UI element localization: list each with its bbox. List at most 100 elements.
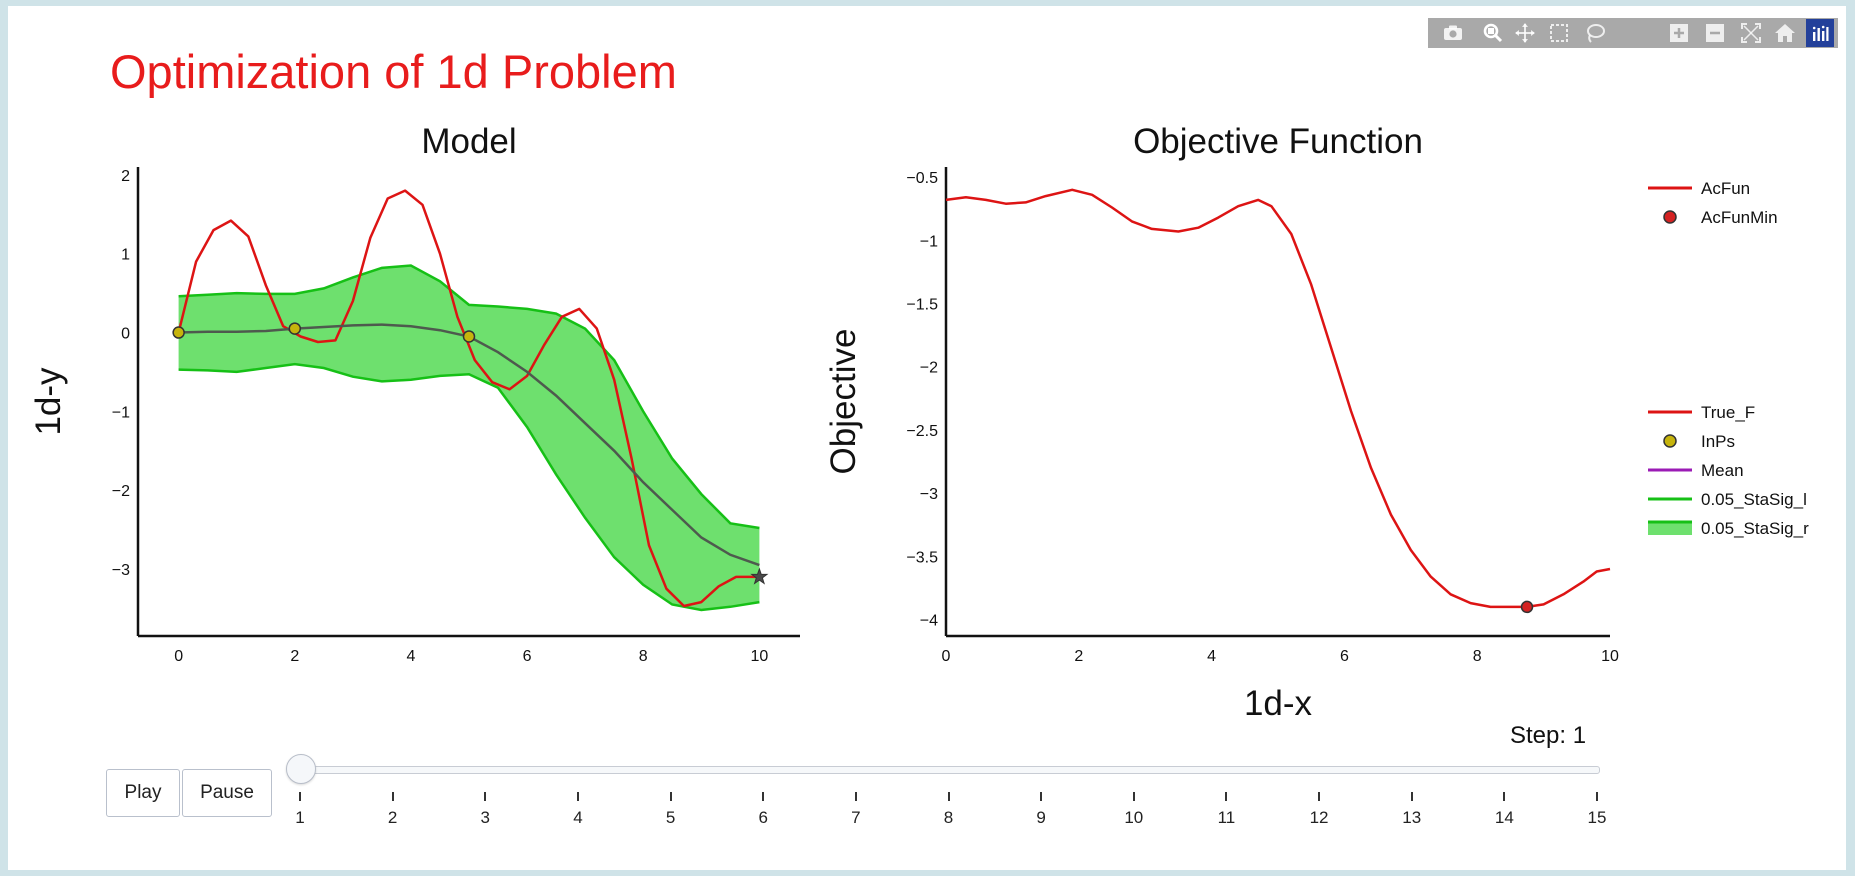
- band-upper-line: [178, 264, 760, 530]
- slider-tick-mark: [854, 792, 857, 801]
- legend-marker-swatch: [1663, 210, 1677, 224]
- legend-label: AcFunMin: [1701, 208, 1778, 227]
- y-tick-label: −2: [112, 483, 130, 500]
- x-tick-label: 2: [1074, 648, 1083, 665]
- legend-band-swatch: [1648, 521, 1692, 535]
- slider-rail[interactable]: [294, 766, 1600, 774]
- modebar: [1428, 18, 1838, 48]
- home-icon[interactable]: [1770, 18, 1800, 48]
- slider-tick-label[interactable]: 1: [295, 808, 305, 827]
- y-tick-label: −1.5: [906, 297, 938, 314]
- slider-tick-label[interactable]: 11: [1217, 808, 1236, 827]
- slider-tick-mark: [1225, 792, 1228, 801]
- legend-label: True_F: [1701, 403, 1755, 422]
- slider-tick-label[interactable]: 9: [1036, 808, 1046, 827]
- x-tick-label: 10: [750, 648, 768, 665]
- slider-tick-mark: [576, 792, 579, 801]
- slider-tick-label[interactable]: 3: [480, 808, 491, 827]
- inps-point: [172, 326, 185, 339]
- x-tick-label: 4: [1207, 648, 1216, 665]
- y-tick-label: 0: [121, 326, 130, 343]
- inps-point: [462, 330, 476, 343]
- step-prefix: Step:: [1510, 722, 1573, 749]
- slider-tick-mark: [299, 792, 301, 801]
- play-button[interactable]: Play: [106, 769, 180, 817]
- slider-tick-label[interactable]: 13: [1402, 808, 1422, 827]
- y-tick-label: −2.5: [906, 423, 938, 440]
- y-tick-label: 2: [121, 168, 130, 185]
- slider-tick-label[interactable]: 12: [1309, 808, 1329, 827]
- acfunmin-point: [1520, 600, 1534, 614]
- subplot-title: Model: [421, 122, 516, 161]
- zoom-in-icon[interactable]: [1664, 18, 1694, 48]
- page-title: Optimization of 1d Problem: [110, 45, 677, 98]
- true-f-line: [177, 189, 760, 608]
- pause-button[interactable]: Pause: [182, 769, 272, 817]
- legend-label: 0.05_StaSig_r: [1701, 519, 1809, 538]
- slider-tick-label[interactable]: 5: [665, 808, 676, 827]
- x-tick-label: 0: [942, 648, 951, 665]
- legend-label: 0.05_StaSig_l: [1701, 490, 1807, 509]
- slider-tick-label[interactable]: 2: [387, 808, 398, 827]
- slider-tick-mark: [1132, 792, 1135, 801]
- y-tick-label: −3.5: [906, 549, 938, 566]
- y-axis-label: Objective: [824, 329, 863, 475]
- slider-tick-label[interactable]: 4: [573, 808, 583, 827]
- slider-tick-mark: [1410, 792, 1413, 801]
- slider-tick-label[interactable]: 8: [943, 808, 954, 827]
- slider-tick-mark: [762, 792, 765, 801]
- slider-tick-label[interactable]: 15: [1587, 808, 1607, 827]
- plotly-logo-icon[interactable]: [1806, 19, 1834, 47]
- step-value: 1: [1572, 722, 1587, 749]
- slider-tick-mark: [669, 792, 672, 801]
- box-select-icon[interactable]: [1544, 18, 1574, 48]
- y-tick-label: −2: [920, 360, 938, 377]
- slider-tick-label[interactable]: 7: [851, 808, 861, 827]
- x-tick-label: 10: [1601, 648, 1619, 665]
- autoscale-icon[interactable]: [1736, 18, 1766, 48]
- y-tick-label: −1: [112, 404, 130, 421]
- y-tick-label: −1: [920, 233, 938, 250]
- slider-tick-mark: [1318, 792, 1321, 801]
- x-tick-label: 6: [523, 648, 532, 665]
- slider-tick-mark: [1040, 792, 1043, 801]
- x-tick-label: 2: [290, 648, 299, 665]
- x-tick-label: 0: [174, 648, 183, 665]
- x-axis-label: 1d-x: [1244, 684, 1313, 723]
- last-point-star: [750, 567, 769, 585]
- y-tick-label: −4: [920, 613, 938, 630]
- legend-marker-swatch: [1663, 434, 1677, 448]
- figure-card: [8, 6, 1846, 870]
- slider-tick-label[interactable]: 6: [758, 808, 768, 827]
- band-lower-line: [178, 362, 760, 612]
- x-tick-label: 8: [1473, 648, 1482, 665]
- legend-label: AcFun: [1701, 179, 1750, 198]
- zoom-out-icon[interactable]: [1700, 18, 1730, 48]
- slider-handle[interactable]: [286, 754, 316, 784]
- slider-tick-mark: [947, 792, 950, 801]
- slider-tick-label[interactable]: 10: [1124, 808, 1144, 827]
- slider-tick-mark: [1596, 792, 1598, 801]
- slider-tick-mark: [391, 792, 394, 801]
- camera-icon[interactable]: [1438, 18, 1468, 48]
- y-axis-label: 1d-y: [29, 367, 68, 436]
- x-tick-label: 6: [1340, 648, 1349, 665]
- y-tick-label: 1: [121, 247, 130, 264]
- pan-icon[interactable]: [1510, 18, 1540, 48]
- legend-label: Mean: [1701, 461, 1744, 480]
- lasso-select-icon[interactable]: [1580, 18, 1610, 48]
- y-tick-label: −3: [112, 562, 130, 579]
- x-tick-label: 8: [639, 648, 648, 665]
- inps-point: [288, 322, 302, 335]
- confidence-band-fill: [178, 265, 760, 610]
- slider-tick-label[interactable]: 14: [1494, 808, 1514, 827]
- step-label: Step: 1: [1510, 722, 1586, 750]
- slider-tick-mark: [1503, 792, 1506, 801]
- y-tick-label: −0.5: [906, 170, 938, 187]
- subplot-title: Objective Function: [1133, 122, 1423, 161]
- zoom-icon[interactable]: [1478, 18, 1508, 48]
- x-tick-label: 4: [406, 648, 415, 665]
- legend-label: InPs: [1701, 432, 1735, 451]
- y-tick-label: −3: [920, 486, 938, 503]
